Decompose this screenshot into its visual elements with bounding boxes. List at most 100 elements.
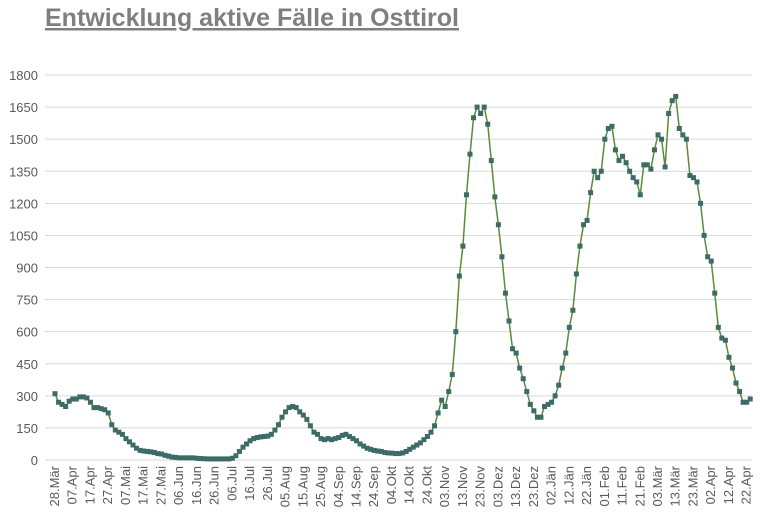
x-tick-label: 25.Aug [313, 466, 328, 507]
data-point [183, 455, 189, 461]
data-point [506, 318, 512, 324]
data-point [733, 380, 739, 386]
data-point [620, 153, 626, 159]
data-point [676, 125, 682, 131]
data-point [517, 365, 523, 371]
x-tick-label: 17.Apr [82, 465, 97, 504]
data-point [332, 436, 338, 442]
data-point [314, 431, 320, 437]
data-point [77, 394, 83, 400]
data-point [116, 429, 122, 435]
data-point [598, 168, 604, 174]
data-point [453, 329, 459, 335]
data-point [481, 104, 487, 110]
x-tick-label: 07.Apr [65, 465, 80, 504]
data-point [673, 93, 679, 99]
x-tick-label: 28.Mär [47, 465, 62, 506]
data-point [98, 406, 104, 412]
x-tick-label: 02.Jän [544, 466, 559, 505]
data-point [247, 438, 253, 444]
data-point [236, 448, 242, 454]
data-point [471, 115, 477, 121]
data-point [669, 98, 675, 104]
y-tick-label: 0 [31, 453, 38, 468]
data-point [56, 399, 62, 405]
data-point [155, 451, 161, 457]
data-point [474, 104, 480, 110]
data-point [208, 456, 214, 462]
data-point [339, 432, 345, 438]
data-point [293, 405, 299, 411]
data-point [510, 346, 516, 352]
data-point [382, 450, 388, 456]
x-tick-label: 07.Mai [118, 466, 133, 505]
data-point [290, 404, 296, 410]
data-point [66, 398, 72, 404]
x-tick-label: 11.Feb [615, 466, 630, 506]
data-point [240, 444, 246, 450]
data-point [222, 456, 228, 462]
x-tick-label: 03.Nov [437, 466, 452, 508]
data-point [187, 455, 193, 461]
data-point [205, 456, 211, 462]
y-tick-label: 1350 [9, 164, 38, 179]
x-tick-label: 23.Mär [685, 465, 700, 506]
data-point [705, 254, 711, 260]
data-point [694, 179, 700, 185]
data-point [655, 132, 661, 138]
y-tick-label: 1800 [9, 68, 38, 83]
data-point [581, 222, 587, 228]
data-point [527, 401, 533, 407]
data-point [169, 454, 175, 460]
data-point [541, 404, 547, 410]
data-point [609, 123, 615, 129]
data-point [166, 453, 172, 459]
data-point [687, 173, 693, 179]
data-point [449, 371, 455, 377]
x-tick-label: 24.Sep [366, 466, 381, 507]
data-point [492, 194, 498, 200]
data-point [637, 192, 643, 198]
y-tick-label: 750 [16, 293, 38, 308]
data-point [690, 175, 696, 181]
data-point [375, 448, 381, 454]
x-tick-label: 01.Feb [597, 466, 612, 506]
data-point [148, 449, 154, 455]
chart-title: Entwicklung aktive Fälle in Osttirol [45, 4, 459, 32]
data-point [442, 404, 448, 410]
data-point [254, 435, 260, 441]
data-point [329, 437, 335, 443]
data-point [311, 429, 317, 435]
data-point [396, 451, 402, 457]
data-point [137, 447, 143, 453]
data-point [102, 407, 108, 413]
data-point [513, 350, 519, 356]
data-point [729, 365, 735, 371]
y-tick-label: 900 [16, 261, 38, 276]
data-point [552, 393, 558, 399]
x-tick-label: 13.Nov [455, 466, 470, 508]
x-tick-label: 17.Mai [136, 466, 151, 505]
data-point [467, 151, 473, 157]
data-point [502, 290, 508, 296]
x-tick-label: 04.Sep [331, 466, 346, 507]
x-tick-label: 02.Apr [703, 465, 718, 504]
x-tick-label: 16.Jul [242, 466, 257, 501]
data-point [357, 441, 363, 447]
data-point [630, 175, 636, 181]
data-point [719, 335, 725, 341]
data-point [52, 391, 58, 397]
x-tick-label: 13.Mär [668, 465, 683, 506]
data-point [91, 405, 97, 411]
data-point [212, 456, 218, 462]
data-point [251, 436, 257, 442]
data-point [435, 410, 441, 416]
data-point [364, 445, 370, 451]
x-tick-label: 03.Mär [650, 465, 665, 506]
data-point [701, 232, 707, 238]
data-point [556, 382, 562, 388]
data-point [112, 427, 118, 433]
data-point [59, 401, 65, 407]
data-point [176, 455, 182, 461]
